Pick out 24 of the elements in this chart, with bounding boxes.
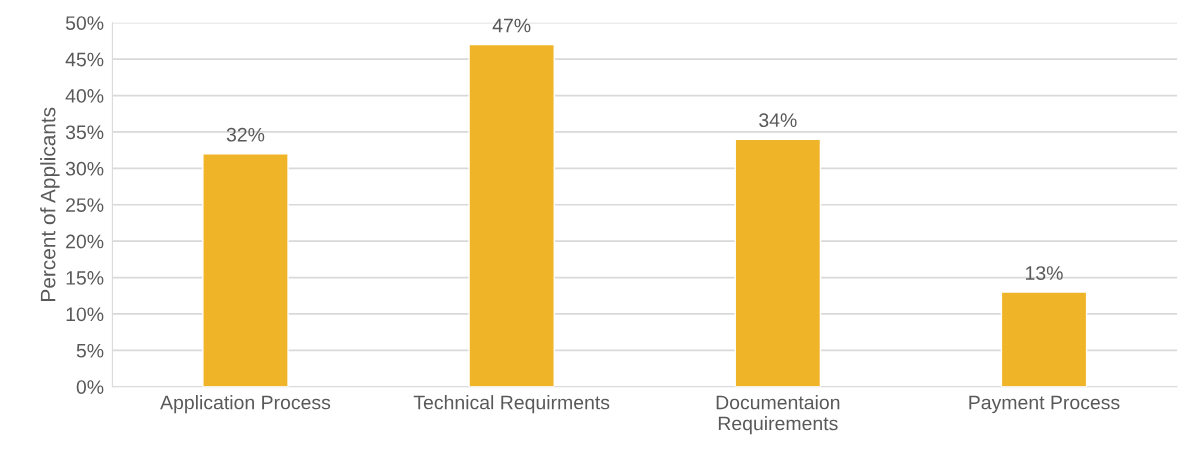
y-tick-label: 40% (65, 89, 104, 103)
y-tick-label: 35% (65, 125, 104, 140)
x-tick-label: Payment Process (969, 395, 1120, 414)
y-tick-label: 50% (65, 16, 104, 30)
bar (734, 138, 822, 387)
data-label: 13% (1026, 266, 1063, 280)
x-tick-label: Documentaion Requirements (716, 395, 840, 435)
y-tick-label: 20% (66, 234, 104, 249)
y-tick-label: 30% (65, 161, 104, 176)
data-label: 34% (759, 113, 797, 128)
bar (1000, 291, 1088, 387)
y-tick-label: 45% (65, 52, 104, 67)
data-label: 32% (226, 127, 265, 142)
y-tick-label: 25% (66, 198, 104, 212)
x-tick-label: Technical Requirments (413, 395, 610, 414)
y-axis-title: Percent of Applicants (40, 107, 60, 301)
y-tick-label: 5% (76, 343, 104, 358)
bar (468, 43, 555, 387)
y-tick-label: 0% (76, 380, 104, 394)
x-tick-label: Application Process (160, 395, 331, 414)
y-tick-label: 10% (66, 307, 104, 322)
data-label: 47% (492, 18, 531, 33)
y-tick-label: 15% (66, 271, 104, 285)
bar (202, 153, 289, 387)
